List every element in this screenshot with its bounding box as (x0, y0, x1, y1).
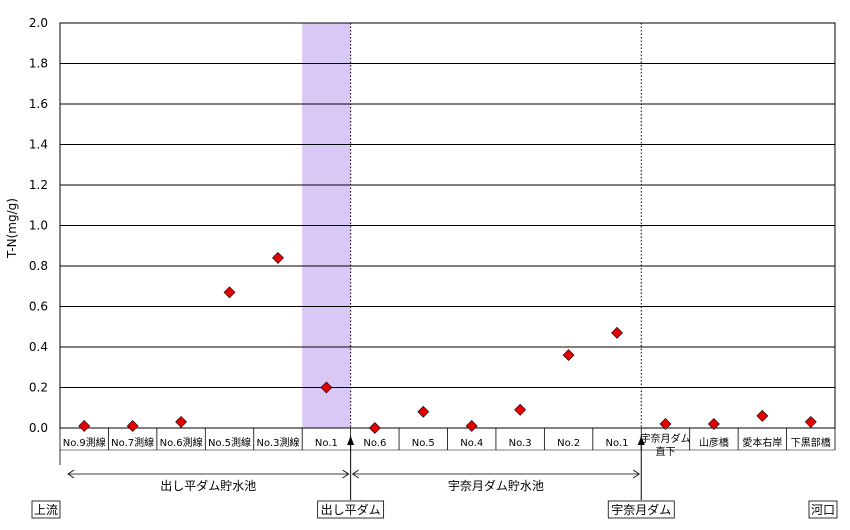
x-tick-label: No.5 (412, 438, 435, 449)
data-point (562, 349, 575, 362)
data-point (804, 416, 817, 428)
x-tick-label: No.2 (557, 438, 580, 449)
x-tick-label: No.9測線 (63, 436, 106, 449)
x-tick-label: No.5測線 (208, 436, 251, 449)
landmark-box (317, 500, 385, 519)
section-unazuki-arrow-right (633, 469, 640, 479)
y-axis-label: T-N(mg/g) (5, 198, 19, 259)
landmark-box (808, 500, 838, 519)
dam-pointer-arrowhead (637, 436, 645, 445)
y-tick-label: 1.4 (29, 138, 48, 152)
dam-pointer-arrowhead (347, 436, 355, 445)
y-tick-label: 0.8 (29, 259, 48, 273)
x-tick-label: No.7測線 (111, 436, 154, 449)
y-tick-label: 1.6 (29, 97, 48, 111)
x-tick-label: No.6測線 (160, 436, 203, 449)
landmark-label: 出し平ダム (321, 502, 381, 517)
data-point (465, 420, 478, 432)
y-tick-label: 0.6 (29, 300, 48, 314)
points-layer (78, 251, 817, 434)
section-unazuki-arrow-left (351, 469, 359, 479)
x-tick-label: No.6 (363, 438, 386, 449)
x-tick-label: No.3測線 (256, 436, 299, 449)
y-tick-label: 0.4 (29, 340, 48, 354)
x-tick-label: No.4 (460, 438, 483, 449)
x-tick-label: 宇奈月ダム (640, 432, 690, 445)
landmark-label: 河口 (811, 503, 835, 517)
section-dashidaira-arrow-right (342, 469, 350, 479)
data-point (756, 409, 769, 422)
y-tick-label: 1.0 (29, 219, 48, 233)
axis-layer: 0.0 0.2 0.4 0.6 0.8 1.0 1.2 1.4 1.6 1.8 2.0 No.9測線 N… (29, 16, 836, 465)
data-point (417, 405, 430, 418)
y-tick-label: 0.2 (29, 381, 48, 395)
data-point (320, 381, 333, 394)
y-tick-label: 1.2 (29, 178, 48, 192)
section-dashidaira-arrow-left (67, 469, 75, 479)
x-tick-label: 直下 (655, 445, 675, 458)
x-tick-label: No.1 (315, 438, 338, 449)
data-point (611, 326, 623, 339)
x-tick-label: No.3 (509, 438, 532, 449)
data-point (223, 286, 236, 299)
x-tick-label: 愛本右岸 (742, 436, 782, 449)
section-dashidaira-label: 出し平ダム貯水池 (160, 478, 256, 493)
y-tick-label: 2.0 (29, 16, 48, 30)
data-point (126, 420, 139, 432)
data-point (78, 420, 91, 432)
landmark-box (607, 500, 675, 519)
x-tick-label: 下黒部橋 (791, 436, 831, 449)
data-point (175, 416, 188, 428)
data-point (514, 403, 527, 416)
x-tick-label: No.1 (606, 438, 629, 449)
data-point (707, 418, 720, 430)
data-point (368, 422, 381, 434)
landmark-label: 宇奈月ダム (611, 502, 671, 517)
landmark-box (31, 500, 61, 519)
data-point (272, 251, 284, 264)
data-point (659, 418, 672, 430)
section-unazuki-label: 宇奈月ダム貯水池 (448, 478, 544, 493)
y-tick-label: 1.8 (29, 57, 48, 71)
x-tick-label: 山彦橋 (699, 436, 729, 449)
landmark-label: 上流 (34, 503, 58, 517)
y-tick-label: 0.0 (29, 421, 48, 435)
